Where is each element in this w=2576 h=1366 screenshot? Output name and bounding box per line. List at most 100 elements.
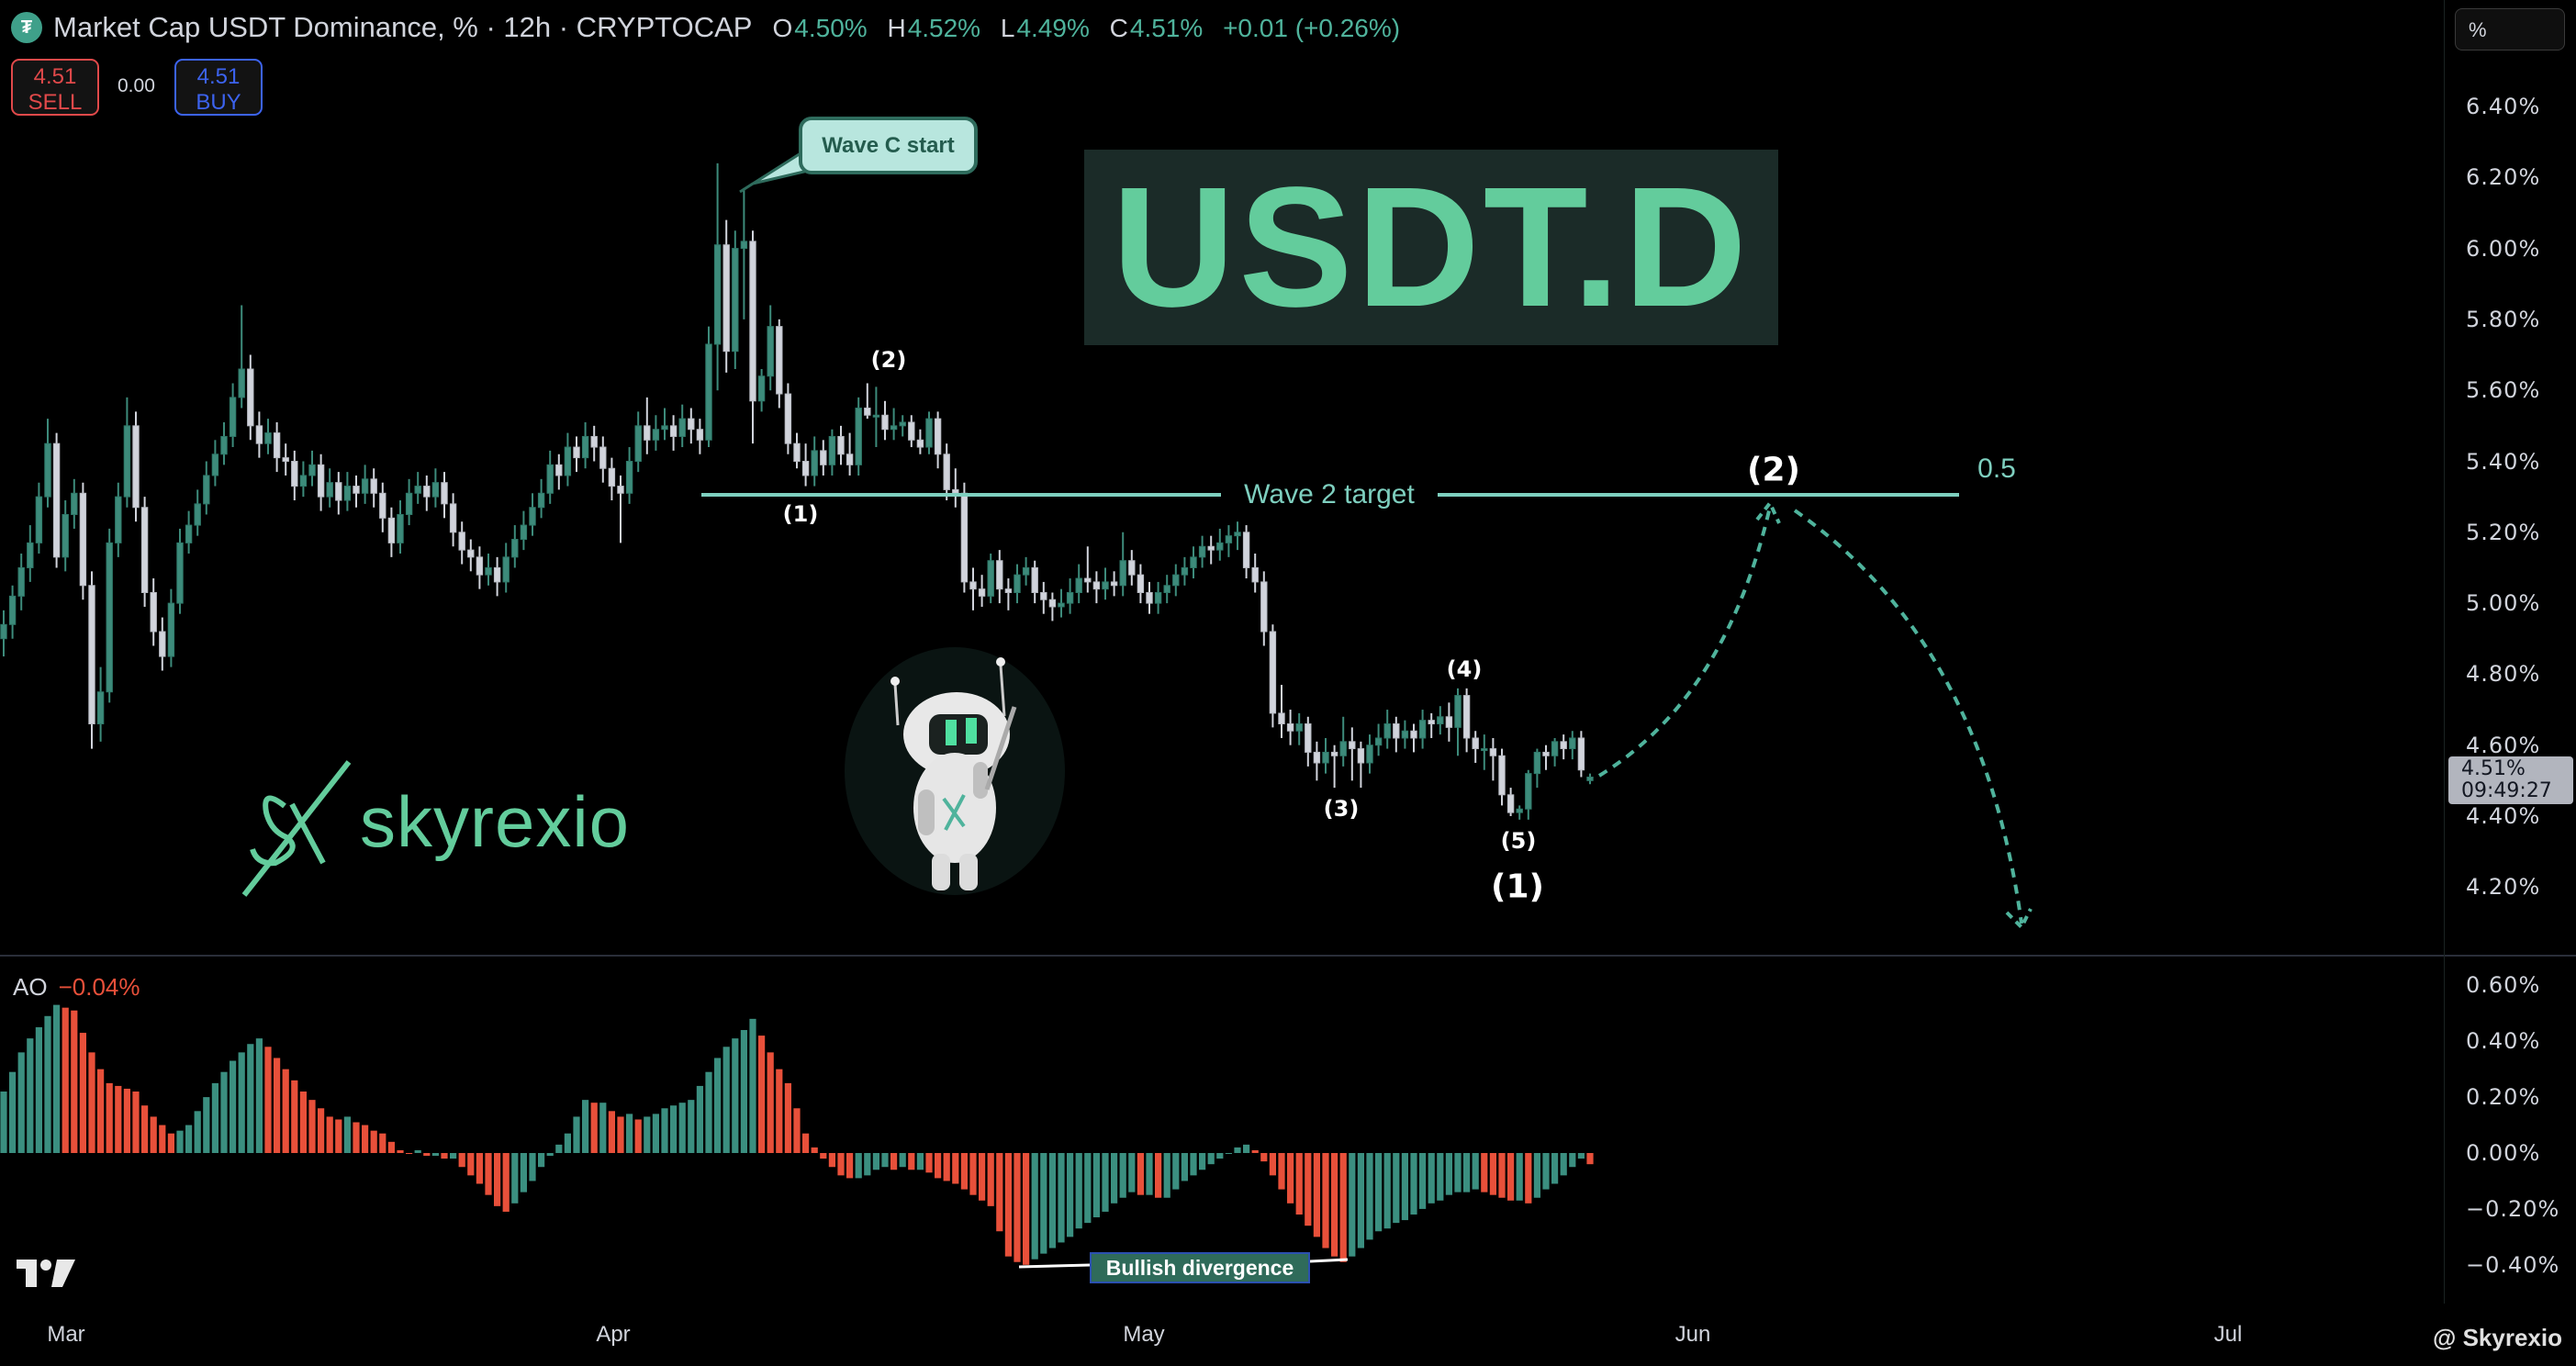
candle-body: [1022, 566, 1030, 576]
ao-axis-tick: 0.20%: [2466, 1084, 2541, 1111]
candle-body: [820, 450, 827, 465]
ao-bar: [688, 1100, 695, 1153]
candle-body: [969, 581, 977, 590]
candle-body: [634, 425, 642, 463]
candle: [476, 546, 484, 589]
candle-body: [140, 507, 149, 594]
candle: [1462, 688, 1471, 753]
candle-body: [537, 492, 545, 509]
ao-name: AO: [13, 973, 48, 1001]
candle-body: [1119, 560, 1126, 587]
skyrexio-logo-icon: [241, 760, 352, 897]
ao-bar: [1102, 1153, 1109, 1212]
candle: [1569, 731, 1576, 760]
ao-bar: [855, 1153, 862, 1179]
candle-body: [317, 464, 325, 498]
candle: [669, 415, 678, 451]
ao-bar: [1551, 1153, 1559, 1184]
ao-axis-tick: 0.60%: [2466, 972, 2541, 999]
ao-bar: [1472, 1153, 1479, 1190]
ao-bar: [79, 1033, 86, 1153]
ao-bar: [238, 1052, 245, 1153]
ao-bar: [538, 1153, 545, 1168]
buy-button[interactable]: 4.51 BUY: [174, 59, 263, 116]
candle: [1225, 525, 1233, 557]
candle-body: [62, 513, 69, 558]
candle: [740, 187, 748, 319]
time-axis-tick: May: [1123, 1322, 1165, 1347]
candle-body: [529, 507, 536, 526]
bullish-divergence-label[interactable]: Bullish divergence: [1090, 1252, 1310, 1283]
candle: [564, 432, 572, 487]
candle: [1542, 745, 1550, 770]
ao-legend[interactable]: AO −0.04%: [13, 973, 140, 1002]
candle-body: [546, 464, 554, 494]
projection-down-path[interactable]: [1793, 509, 2023, 924]
candle: [299, 461, 308, 498]
ao-bar: [872, 1153, 879, 1170]
candle: [793, 432, 801, 469]
candle: [35, 482, 43, 554]
candle-body: [1349, 741, 1356, 750]
ao-bar: [211, 1082, 218, 1153]
candle-body: [713, 244, 722, 345]
ao-bar: [1040, 1153, 1047, 1254]
pane-divider[interactable]: [0, 955, 2576, 957]
candle: [185, 510, 193, 554]
ao-bar: [176, 1130, 184, 1153]
time-axis-tick: Apr: [596, 1322, 631, 1347]
candle-body: [916, 439, 924, 448]
candle: [203, 461, 210, 515]
candle-body: [299, 475, 308, 487]
candle: [696, 419, 704, 454]
candle-body: [669, 425, 678, 437]
candles-series: [0, 162, 1594, 820]
ao-bar: [1067, 1153, 1074, 1237]
candle-body: [1146, 592, 1153, 604]
ao-bar: [740, 1030, 747, 1153]
scale-mode-button[interactable]: %: [2455, 8, 2565, 50]
candle: [1242, 525, 1250, 579]
candle: [1286, 710, 1294, 745]
ao-bar: [1243, 1144, 1250, 1153]
candle: [1092, 571, 1101, 604]
sell-price: 4.51: [33, 64, 77, 89]
candle: [291, 450, 298, 501]
candle: [17, 553, 25, 610]
candle: [1154, 581, 1162, 614]
candle: [387, 507, 396, 557]
candle: [1040, 581, 1047, 614]
projection-up-path[interactable]: [1597, 506, 1772, 778]
subwave-1-label: (1): [782, 501, 819, 527]
ao-bar: [1542, 1153, 1550, 1190]
candle-body: [326, 482, 333, 498]
chart-title[interactable]: Market Cap USDT Dominance, % · 12h · CRY…: [53, 11, 753, 43]
candle-body: [608, 467, 616, 487]
ao-bar: [62, 1007, 69, 1153]
ao-bar: [1181, 1153, 1188, 1181]
candle-body: [0, 623, 7, 640]
candle-body: [1357, 748, 1365, 764]
ao-bar: [837, 1153, 845, 1176]
candle-body: [1454, 695, 1462, 728]
tradingview-logo-icon: [17, 1260, 75, 1287]
ao-bar: [705, 1071, 712, 1153]
candle: [1401, 720, 1409, 749]
header: Market Cap USDT Dominance, % · 12h · CRY…: [53, 11, 1413, 44]
wave-c-start-callout[interactable]: Wave C start: [799, 117, 978, 174]
candle-body: [132, 425, 140, 509]
candle-body: [890, 425, 898, 431]
ao-bar: [1569, 1153, 1576, 1168]
candle: [115, 482, 122, 557]
candle: [1207, 535, 1215, 565]
ao-bar: [343, 1116, 351, 1153]
candle-body: [617, 486, 624, 494]
ao-bar: [899, 1153, 906, 1168]
sell-button[interactable]: 4.51 SELL: [11, 59, 99, 116]
candle: [1110, 571, 1118, 597]
ao-bar: [1507, 1153, 1515, 1201]
candle: [79, 482, 87, 600]
ao-bar: [1128, 1153, 1136, 1192]
candle-body: [1110, 581, 1118, 587]
